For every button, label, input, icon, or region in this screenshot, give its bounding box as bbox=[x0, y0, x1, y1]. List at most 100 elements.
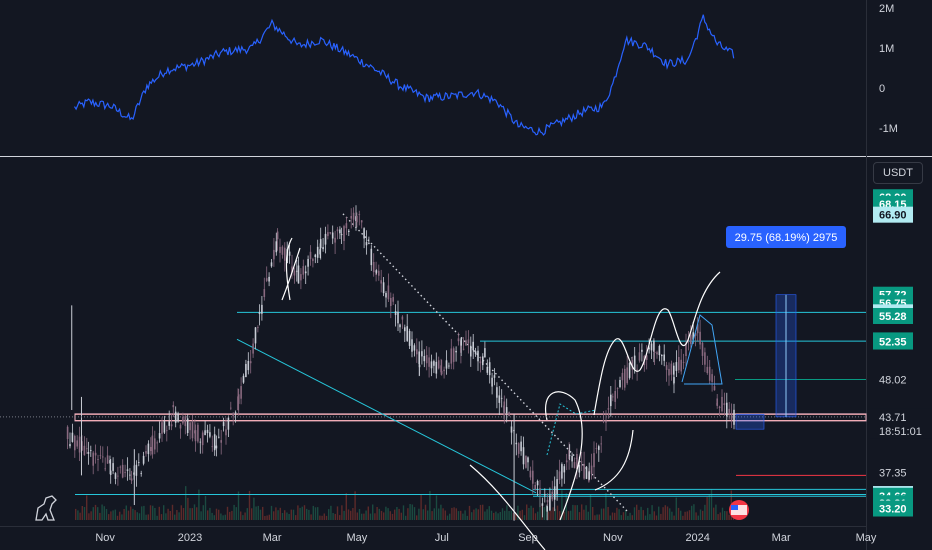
candle-body bbox=[76, 440, 78, 447]
volume-bar bbox=[618, 509, 620, 520]
candle-body bbox=[713, 386, 716, 391]
candle-body bbox=[99, 455, 102, 457]
volume-bar bbox=[587, 511, 589, 520]
candle-body bbox=[385, 293, 387, 298]
candle-body bbox=[206, 429, 209, 434]
volume-bar bbox=[240, 511, 242, 520]
volume-bar bbox=[596, 514, 598, 520]
volume-bar bbox=[273, 511, 275, 520]
currency-unit-button[interactable]: USDT bbox=[873, 162, 923, 184]
volume-bar bbox=[669, 508, 671, 520]
candle-body bbox=[331, 232, 334, 239]
volume-bar bbox=[721, 507, 724, 520]
candle-body bbox=[470, 345, 472, 357]
volume-bar bbox=[253, 497, 255, 520]
volume-bar bbox=[141, 506, 143, 520]
volume-bar bbox=[317, 507, 319, 520]
candle-body bbox=[445, 360, 448, 369]
candle-body bbox=[443, 369, 445, 372]
volume-bar bbox=[477, 509, 479, 520]
candle-body bbox=[440, 370, 443, 375]
candle-body bbox=[532, 470, 534, 484]
time-axis-label: Nov bbox=[603, 532, 623, 544]
volume-bar bbox=[231, 510, 233, 520]
volume-bar bbox=[640, 506, 642, 520]
current-price-label: 43.71 bbox=[879, 412, 907, 424]
candle-body bbox=[166, 430, 168, 432]
candle-body bbox=[690, 334, 692, 344]
volume-bar bbox=[462, 513, 464, 520]
volume-bar bbox=[405, 515, 407, 520]
indicator-line bbox=[73, 14, 735, 136]
candle-body bbox=[474, 351, 477, 354]
volume-bar bbox=[605, 493, 607, 520]
candle-body bbox=[87, 452, 90, 454]
candle-body bbox=[484, 348, 486, 358]
candle-body bbox=[154, 438, 156, 450]
drawn-curve bbox=[593, 271, 721, 491]
volume-bar bbox=[554, 508, 556, 520]
candle-body bbox=[408, 330, 411, 346]
volume-bar bbox=[616, 507, 618, 520]
candle-body bbox=[505, 407, 508, 413]
candle-body bbox=[563, 466, 566, 473]
candle-body bbox=[546, 505, 548, 512]
volume-bar bbox=[138, 513, 141, 520]
candle-body bbox=[665, 365, 668, 370]
candle-body bbox=[360, 220, 363, 223]
candle-body bbox=[336, 229, 339, 232]
candle-body bbox=[163, 421, 166, 433]
volume-bar bbox=[629, 512, 631, 520]
volume-bar bbox=[512, 513, 515, 520]
volume-bar bbox=[697, 515, 699, 520]
candle-body bbox=[135, 464, 138, 476]
candle-body bbox=[636, 369, 638, 371]
volume-bar bbox=[211, 512, 213, 520]
candle-body bbox=[645, 355, 648, 360]
candle-body bbox=[565, 460, 568, 463]
candle-body bbox=[322, 247, 324, 250]
candle-body bbox=[104, 468, 106, 470]
volume-bar bbox=[471, 512, 473, 520]
candle-body bbox=[421, 351, 423, 357]
candle-body bbox=[257, 327, 259, 328]
volume-bar bbox=[611, 512, 614, 520]
candle-body bbox=[327, 232, 329, 237]
candle-body bbox=[527, 457, 529, 463]
candle-body bbox=[406, 326, 408, 341]
volume-bar bbox=[706, 497, 708, 520]
candle-body bbox=[602, 420, 605, 422]
candle-body bbox=[568, 455, 571, 457]
volume-bar bbox=[374, 513, 376, 520]
candle-body bbox=[450, 348, 453, 364]
volume-bar bbox=[545, 505, 548, 520]
volume-bar bbox=[187, 497, 189, 520]
volume-bar bbox=[576, 505, 578, 520]
volume-bar bbox=[376, 507, 378, 520]
candle-body bbox=[314, 254, 317, 257]
candle-body bbox=[585, 466, 588, 479]
candle-body bbox=[345, 223, 348, 229]
volume-bar bbox=[147, 514, 149, 520]
candle-body bbox=[598, 446, 600, 450]
candle-body bbox=[291, 266, 293, 273]
volume-bar bbox=[486, 509, 488, 520]
volume-bar bbox=[112, 510, 114, 520]
volume-bar bbox=[220, 513, 222, 520]
candle-body bbox=[392, 297, 394, 302]
candle-body bbox=[199, 441, 202, 443]
volume-bar bbox=[510, 510, 512, 520]
volume-bar bbox=[387, 508, 389, 520]
measure-label-bg bbox=[726, 226, 846, 248]
volume-bar bbox=[625, 509, 627, 520]
volume-bar bbox=[352, 508, 354, 520]
volume-bar bbox=[389, 511, 391, 520]
price-tag-label: 33.20 bbox=[879, 504, 907, 516]
volume-bar bbox=[295, 515, 297, 520]
volume-bar bbox=[559, 511, 561, 520]
candle-body bbox=[197, 424, 199, 442]
candle-body bbox=[372, 262, 375, 273]
candle-body bbox=[240, 386, 242, 399]
candle-body bbox=[437, 360, 440, 369]
